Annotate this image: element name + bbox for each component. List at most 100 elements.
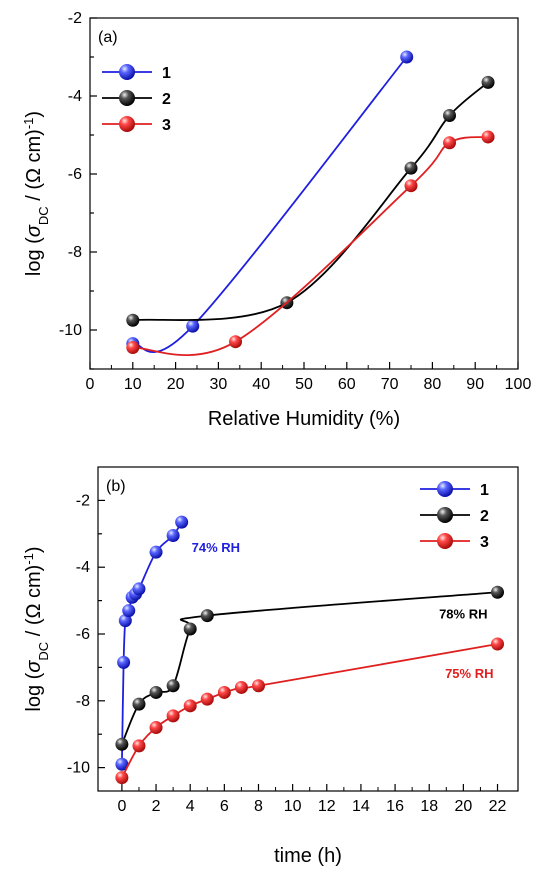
data-point-series-1 (117, 655, 131, 669)
panel-label: (a) (98, 29, 118, 46)
data-point-series-3 (491, 637, 505, 651)
annotation-series-3: 75% RH (445, 666, 493, 681)
data-point-series-1 (186, 319, 200, 333)
data-point-series-2 (126, 313, 140, 327)
legend-marker-3 (119, 116, 135, 132)
y-tick-label: -4 (68, 88, 82, 105)
data-point-series-3 (443, 136, 457, 150)
y-axis-title: log (σDC / (Ω cm)-1) (21, 546, 51, 711)
x-tick-label: 30 (210, 376, 228, 393)
x-tick-label: 12 (318, 798, 336, 815)
x-tick-label: 50 (295, 376, 313, 393)
data-point-series-3 (229, 335, 243, 349)
series-line-3 (121, 643, 498, 779)
plot-frame (97, 466, 519, 792)
legend-marker-1 (119, 64, 135, 80)
data-point-series-1 (132, 582, 146, 596)
data-point-series-3 (217, 685, 231, 699)
x-tick-label: 70 (381, 376, 399, 393)
legend-marker-2 (119, 90, 135, 106)
x-tick-label: 2 (152, 798, 161, 815)
annotation-series-2: 78% RH (439, 606, 487, 621)
x-axis-title: Relative Humidity (%) (208, 408, 400, 430)
series-line-2 (132, 81, 489, 322)
data-point-series-2 (132, 697, 146, 711)
y-tick-label: -4 (76, 559, 90, 576)
data-point-series-3 (115, 771, 129, 785)
data-point-series-2 (115, 737, 129, 751)
x-tick-label: 80 (424, 376, 442, 393)
data-point-series-3 (404, 179, 418, 193)
data-point-series-2 (166, 679, 180, 693)
data-point-series-1 (122, 604, 136, 618)
legend-marker-3 (437, 533, 453, 549)
y-tick-label: -6 (76, 626, 90, 643)
x-tick-label: 8 (254, 798, 263, 815)
x-tick-label: 14 (352, 798, 370, 815)
x-tick-label: 20 (167, 376, 185, 393)
x-axis-title: time (h) (274, 845, 342, 867)
data-point-series-3 (166, 709, 180, 723)
data-point-series-2 (481, 75, 495, 89)
data-point-series-2 (149, 685, 163, 699)
x-tick-label: 22 (489, 798, 507, 815)
data-point-series-1 (118, 614, 132, 628)
legend: 1 2 3 (420, 481, 489, 551)
data-point-series-1 (400, 50, 414, 64)
legend-marker-1 (437, 481, 453, 497)
x-tick-label: 4 (186, 798, 195, 815)
y-tick-label: -8 (68, 244, 82, 261)
x-tick-label: 0 (86, 376, 95, 393)
x-tick-label: 90 (466, 376, 484, 393)
x-tick-label: 20 (454, 798, 472, 815)
annotation-series-1: 74% RH (192, 540, 240, 555)
legend-label-2: 2 (162, 91, 171, 108)
data-point-series-3 (149, 721, 163, 735)
panel-label: (b) (106, 478, 126, 495)
x-tick-label: 60 (338, 376, 356, 393)
y-tick-label: -8 (76, 693, 90, 710)
data-point-series-3 (481, 130, 495, 144)
y-tick-label: -10 (67, 760, 90, 777)
x-tick-label: 100 (505, 376, 532, 393)
data-point-series-1 (115, 757, 129, 771)
y-tick-label: -6 (68, 166, 82, 183)
data-point-series-3 (132, 739, 146, 753)
data-point-series-3 (251, 679, 265, 693)
data-point-series-2 (443, 109, 457, 122)
x-tick-label: 40 (252, 376, 270, 393)
y-tick-label: -2 (68, 10, 82, 27)
data-point-series-2 (200, 609, 214, 623)
legend: 1 2 3 (102, 64, 171, 134)
y-axis-title: log (σDC / (Ω cm)-1) (21, 111, 51, 276)
data-point-series-3 (183, 699, 197, 713)
legend-label-3: 3 (162, 117, 171, 134)
data-point-series-3 (200, 692, 214, 706)
data-point-series-1 (149, 545, 163, 559)
legend-label-1: 1 (162, 65, 171, 82)
x-tick-label: 10 (284, 798, 302, 815)
data-point-series-1 (166, 528, 180, 542)
data-point-series-3 (234, 680, 248, 694)
data-point-series-3 (126, 341, 140, 355)
data-point-series-1 (175, 515, 189, 529)
panel-a: 0 10 20 30 40 50 60 70 80 90 100 -10 -8 -6 -4 -2 Relativ… (21, 10, 532, 430)
x-tick-label: 18 (420, 798, 438, 815)
x-tick-label: 16 (386, 798, 404, 815)
y-tick-label: -10 (59, 322, 82, 339)
x-tick-label: 10 (124, 376, 142, 393)
data-point-series-2 (404, 161, 418, 175)
series-line-1 (132, 56, 408, 353)
data-point-series-2 (183, 622, 197, 636)
legend-label-2: 2 (480, 508, 489, 525)
series-line-3 (132, 136, 489, 357)
legend-marker-2 (437, 507, 453, 523)
x-tick-label: 6 (220, 798, 229, 815)
y-tick-label: -2 (76, 492, 90, 509)
legend-label-1: 1 (480, 482, 489, 499)
legend-label-3: 3 (480, 534, 489, 551)
data-point-series-2 (491, 585, 505, 599)
plot-frame (89, 17, 519, 370)
